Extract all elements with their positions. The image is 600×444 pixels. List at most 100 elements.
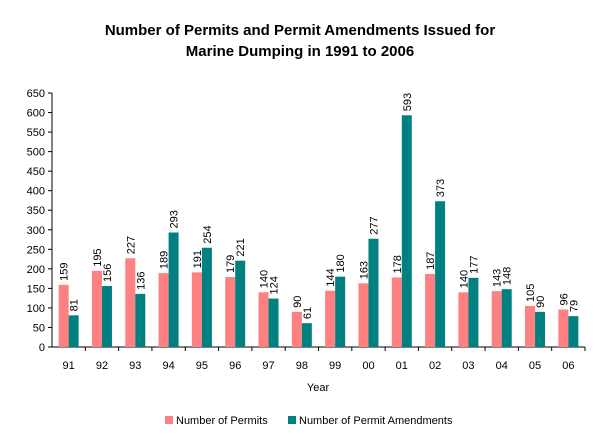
data-label: 187 <box>425 252 437 270</box>
bar <box>68 315 79 347</box>
bar <box>268 298 279 347</box>
bar <box>58 284 69 347</box>
data-label: 221 <box>235 238 247 256</box>
bar <box>425 273 436 347</box>
bar <box>335 276 346 347</box>
data-label: 163 <box>358 261 370 279</box>
data-label: 79 <box>568 300 580 312</box>
x-tick-label: 98 <box>296 360 308 372</box>
x-axis-label: Year <box>307 382 330 394</box>
y-tick-label: 350 <box>27 205 45 217</box>
bar <box>468 277 479 347</box>
x-tick-label: 06 <box>562 360 574 372</box>
bar <box>168 232 179 347</box>
data-label: 593 <box>402 93 414 111</box>
bar <box>558 309 569 347</box>
x-tick-label: 99 <box>329 360 341 372</box>
bar <box>525 305 536 347</box>
y-tick-label: 400 <box>27 186 45 198</box>
data-label: 179 <box>225 255 237 273</box>
bar <box>135 293 146 347</box>
x-tick-label: 00 <box>362 360 374 372</box>
legend-swatch-permits <box>165 416 173 424</box>
data-label: 189 <box>159 251 171 269</box>
y-tick-label: 200 <box>27 264 45 276</box>
x-tick-label: 91 <box>63 360 75 372</box>
data-label: 140 <box>259 270 271 288</box>
x-tick-label: 02 <box>429 360 441 372</box>
y-tick-label: 300 <box>27 225 45 237</box>
data-label: 105 <box>525 284 537 302</box>
x-tick-label: 92 <box>96 360 108 372</box>
bar <box>301 323 312 347</box>
bar <box>258 292 269 347</box>
y-tick-label: 500 <box>27 147 45 159</box>
data-label: 178 <box>392 255 404 273</box>
data-label: 227 <box>125 236 137 254</box>
y-tick-label: 150 <box>27 283 45 295</box>
data-label: 148 <box>502 267 514 285</box>
bar <box>235 260 246 347</box>
data-label: 373 <box>435 179 447 197</box>
bar <box>91 270 102 347</box>
x-tick-label: 05 <box>529 360 541 372</box>
x-tick-label: 96 <box>229 360 241 372</box>
data-label: 293 <box>169 210 181 228</box>
x-tick-label: 95 <box>196 360 208 372</box>
y-tick-label: 0 <box>39 342 45 354</box>
x-tick-label: 97 <box>262 360 274 372</box>
y-tick-label: 100 <box>27 303 45 315</box>
data-label: 96 <box>558 293 570 305</box>
legend-label-amendments: Number of Permit Amendments <box>299 415 453 427</box>
bar <box>101 286 112 347</box>
data-label: 180 <box>335 254 347 272</box>
x-tick-label: 04 <box>496 360 508 372</box>
y-tick-label: 650 <box>27 88 45 100</box>
bar <box>368 238 379 347</box>
y-tick-label: 600 <box>27 108 45 120</box>
bar <box>225 277 236 347</box>
data-label: 195 <box>92 248 104 266</box>
data-label: 143 <box>492 269 504 287</box>
data-label: 277 <box>368 216 380 234</box>
bar <box>358 283 369 347</box>
y-tick-label: 250 <box>27 244 45 256</box>
chart-title-line-1: Number of Permits and Permit Amendments … <box>105 22 496 39</box>
y-tick-label: 50 <box>33 322 45 334</box>
bar <box>535 311 546 347</box>
chart-title-line-2: Marine Dumping in 1991 to 2006 <box>186 43 414 60</box>
y-tick-label: 450 <box>27 166 45 178</box>
x-tick-label: 03 <box>462 360 474 372</box>
bar <box>435 201 446 347</box>
bar <box>291 311 302 347</box>
plot-area: 0501001502002503003504004505005506006509… <box>27 88 586 372</box>
x-tick-label: 93 <box>129 360 141 372</box>
data-label: 191 <box>192 250 204 268</box>
bar <box>391 277 402 347</box>
bar <box>501 289 512 347</box>
bar <box>458 292 469 347</box>
bar <box>568 316 579 347</box>
bar <box>201 247 212 347</box>
data-label: 177 <box>468 255 480 273</box>
x-tick-label: 94 <box>162 360 174 372</box>
bar <box>125 258 136 347</box>
x-tick-label: 01 <box>396 360 408 372</box>
data-label: 254 <box>202 225 214 243</box>
legend: Number of Permits Number of Permit Amend… <box>165 415 453 427</box>
bar <box>325 290 336 347</box>
data-label: 81 <box>69 299 81 311</box>
data-label: 90 <box>292 296 304 308</box>
data-label: 136 <box>135 271 147 289</box>
data-label: 144 <box>325 268 337 286</box>
data-label: 90 <box>535 296 547 308</box>
bar <box>158 273 169 347</box>
data-label: 156 <box>102 264 114 282</box>
data-label: 61 <box>302 307 314 319</box>
bar <box>401 115 412 347</box>
data-label: 124 <box>269 276 281 294</box>
legend-label-permits: Number of Permits <box>176 415 268 427</box>
legend-swatch-amendments <box>288 416 296 424</box>
data-label: 159 <box>59 263 71 281</box>
